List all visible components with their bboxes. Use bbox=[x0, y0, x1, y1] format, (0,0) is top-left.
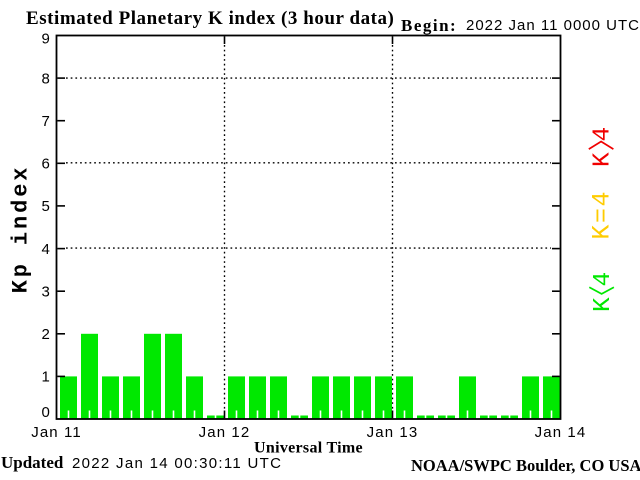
svg-text:2: 2 bbox=[42, 326, 51, 343]
svg-text:Updated: Updated bbox=[1, 453, 64, 472]
svg-text:4: 4 bbox=[42, 241, 51, 258]
svg-text:2022 Jan 11 0000 UTC: 2022 Jan 11 0000 UTC bbox=[466, 17, 640, 34]
svg-text:3: 3 bbox=[42, 283, 51, 300]
svg-text:9: 9 bbox=[42, 31, 51, 48]
svg-text:4: 4 bbox=[590, 271, 617, 287]
svg-text:K: K bbox=[589, 151, 616, 167]
svg-text:NOAA/SWPC Boulder, CO USA: NOAA/SWPC Boulder, CO USA bbox=[411, 456, 640, 475]
svg-text:Begin:: Begin: bbox=[401, 16, 457, 35]
svg-text:6: 6 bbox=[42, 156, 51, 173]
svg-text:Estimated Planetary K index (3: Estimated Planetary K index (3 hour data… bbox=[26, 8, 394, 29]
svg-text:=: = bbox=[587, 207, 616, 223]
svg-text:Universal Time: Universal Time bbox=[254, 440, 363, 457]
svg-text:5: 5 bbox=[42, 198, 51, 215]
svg-text:Jan 12: Jan 12 bbox=[199, 424, 251, 441]
svg-text:1: 1 bbox=[42, 369, 51, 386]
svg-text:4: 4 bbox=[589, 126, 616, 142]
svg-text:0: 0 bbox=[42, 404, 51, 421]
svg-text:4: 4 bbox=[587, 190, 616, 206]
svg-text:K: K bbox=[587, 223, 616, 239]
svg-text:8: 8 bbox=[42, 70, 51, 87]
svg-text:Jan 13: Jan 13 bbox=[367, 424, 419, 441]
svg-text:Jan 11: Jan 11 bbox=[31, 424, 82, 441]
svg-text:2022 Jan 14 00:30:11 UTC: 2022 Jan 14 00:30:11 UTC bbox=[72, 455, 282, 472]
svg-text:7: 7 bbox=[42, 113, 51, 130]
svg-text:K: K bbox=[590, 296, 617, 312]
svg-text:Jan 14: Jan 14 bbox=[535, 424, 587, 441]
svg-text:Kp index: Kp index bbox=[9, 165, 34, 294]
